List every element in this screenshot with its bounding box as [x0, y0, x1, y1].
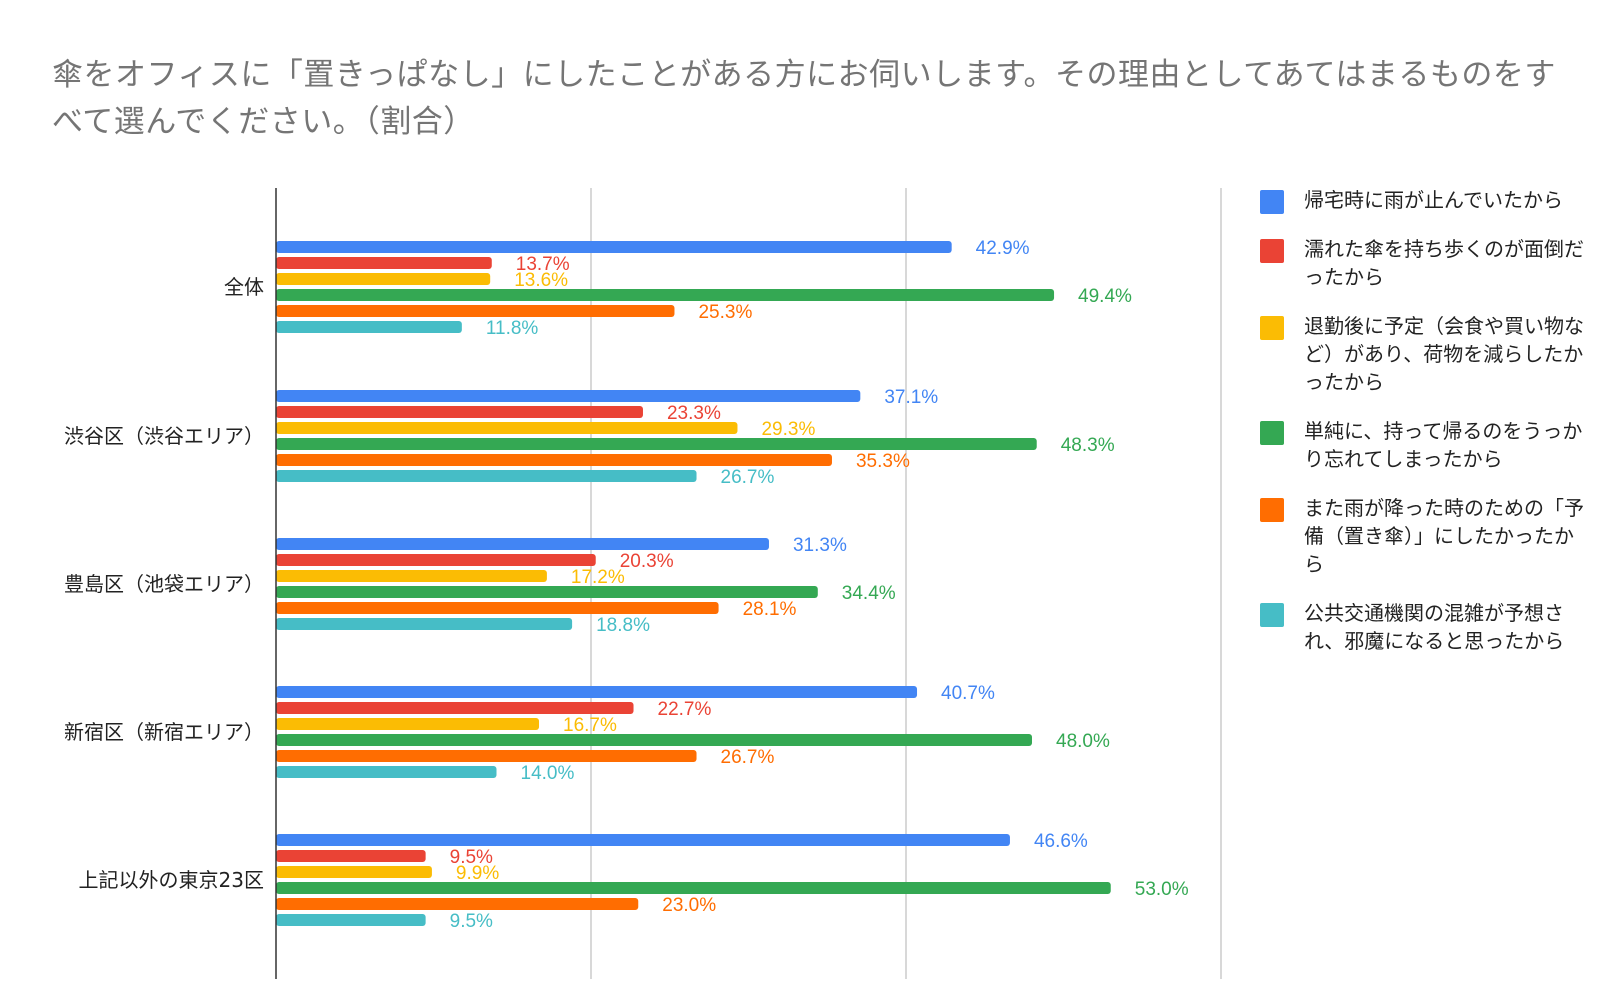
- bar: [276, 766, 497, 778]
- data-label: 28.1%: [743, 599, 797, 620]
- data-label: 46.6%: [1034, 831, 1088, 852]
- legend-swatch: [1260, 190, 1284, 214]
- bar: [276, 321, 462, 333]
- bar: [276, 390, 861, 402]
- bar: [276, 866, 432, 878]
- data-label: 20.3%: [620, 551, 674, 572]
- bar: [276, 570, 547, 582]
- bar: [276, 914, 426, 926]
- data-label: 23.3%: [667, 403, 721, 424]
- legend-label: 単純に、持って帰るのをうっかり忘れてしまったから: [1304, 419, 1583, 471]
- data-label: 9.9%: [456, 863, 499, 884]
- data-label: 48.3%: [1061, 435, 1115, 456]
- bar: [276, 602, 719, 614]
- data-label: 13.6%: [514, 270, 568, 291]
- legend-swatch: [1260, 239, 1284, 263]
- bar: [276, 554, 596, 566]
- legend-swatch: [1260, 316, 1284, 340]
- bar: [276, 718, 540, 730]
- data-label: 42.9%: [976, 238, 1030, 259]
- data-label: 22.7%: [658, 699, 712, 720]
- data-label: 16.7%: [563, 715, 617, 736]
- bar: [276, 750, 697, 762]
- data-label: 34.4%: [842, 583, 896, 604]
- bar: [276, 241, 952, 253]
- bar: [276, 289, 1055, 301]
- data-label: 18.8%: [596, 615, 650, 636]
- legend-item[interactable]: 単純に、持って帰るのをうっかり忘れてしまったから: [1260, 417, 1590, 473]
- category-label: 全体: [224, 275, 264, 299]
- legend-item[interactable]: 帰宅時に雨が止んでいたから: [1260, 186, 1590, 214]
- bar: [276, 618, 573, 630]
- data-label: 40.7%: [941, 683, 995, 704]
- data-label: 23.0%: [662, 895, 716, 916]
- data-label: 26.7%: [721, 747, 775, 768]
- bar: [276, 470, 697, 482]
- bar: [276, 538, 769, 550]
- legend-item[interactable]: 濡れた傘を持ち歩くのが面倒だったから: [1260, 235, 1590, 291]
- bar: [276, 586, 818, 598]
- legend-swatch: [1260, 603, 1284, 627]
- category-label: 豊島区（池袋エリア）: [64, 572, 264, 596]
- bar: [276, 834, 1010, 846]
- legend-label: 帰宅時に雨が止んでいたから: [1304, 188, 1563, 212]
- bar: [276, 438, 1037, 450]
- legend-label: 濡れた傘を持ち歩くのが面倒だったから: [1304, 237, 1584, 289]
- data-label: 26.7%: [721, 467, 775, 488]
- category-label: 渋谷区（渋谷エリア）: [64, 424, 264, 448]
- legend-label: 公共交通機関の混雑が予想され、邪魔になると思ったから: [1304, 601, 1565, 653]
- data-label: 11.8%: [486, 318, 539, 339]
- chart-title: 傘をオフィスに「置きっぱなし」にしたことがある方にお伺いします。その理由としてあ…: [52, 57, 1556, 140]
- bar: [276, 406, 643, 418]
- legend-item[interactable]: また雨が降った時のための「予備（置き傘）」にしたかったから: [1260, 494, 1590, 578]
- data-label: 35.3%: [856, 451, 910, 472]
- bar: [276, 882, 1111, 894]
- category-label: 上記以外の東京23区: [79, 868, 264, 892]
- bar: [276, 305, 675, 317]
- bar: [276, 273, 491, 285]
- data-label: 53.0%: [1135, 879, 1189, 900]
- legend-label: 退勤後に予定（会食や買い物など）があり、荷物を減らしたかったから: [1304, 314, 1584, 394]
- data-label: 14.0%: [521, 763, 575, 784]
- bar: [276, 734, 1032, 746]
- legend-label: また雨が降った時のための「予備（置き傘）」にしたかったから: [1304, 496, 1584, 576]
- data-label: 25.3%: [698, 302, 752, 323]
- legend-swatch: [1260, 421, 1284, 445]
- bar: [276, 686, 918, 698]
- legend-swatch: [1260, 498, 1284, 522]
- data-label: 13.7%: [516, 254, 570, 275]
- bar: [276, 702, 634, 714]
- bar: [276, 454, 832, 466]
- data-label: 37.1%: [884, 387, 938, 408]
- bar: [276, 898, 639, 910]
- category-label: 新宿区（新宿エリア）: [64, 720, 264, 744]
- data-label: 31.3%: [793, 535, 847, 556]
- bar: [276, 850, 426, 862]
- legend-item[interactable]: 公共交通機関の混雑が予想され、邪魔になると思ったから: [1260, 599, 1590, 655]
- bar: [276, 422, 738, 434]
- legend: 帰宅時に雨が止んでいたから 濡れた傘を持ち歩くのが面倒だったから 退勤後に予定（…: [1260, 186, 1590, 676]
- data-label: 29.3%: [761, 419, 815, 440]
- data-label: 17.2%: [571, 567, 625, 588]
- bar: [276, 257, 492, 269]
- data-label: 9.5%: [450, 911, 493, 932]
- data-label: 48.0%: [1056, 731, 1110, 752]
- data-label: 9.5%: [450, 847, 493, 868]
- legend-item[interactable]: 退勤後に予定（会食や買い物など）があり、荷物を減らしたかったから: [1260, 312, 1590, 396]
- data-label: 49.4%: [1078, 286, 1132, 307]
